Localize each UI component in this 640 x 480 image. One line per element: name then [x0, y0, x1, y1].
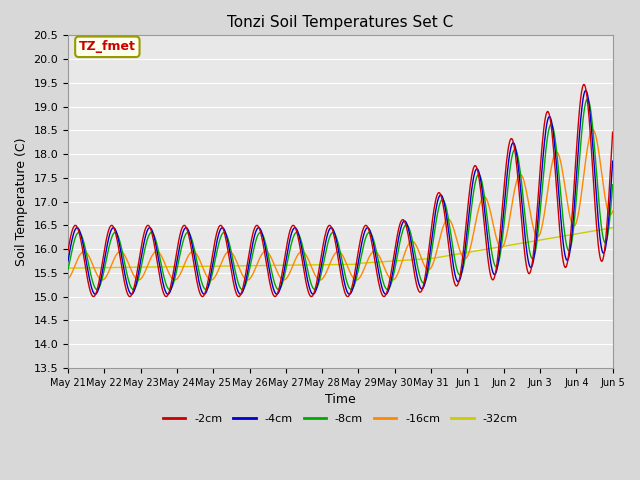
Title: Tonzi Soil Temperatures Set C: Tonzi Soil Temperatures Set C [227, 15, 454, 30]
Legend: -2cm, -4cm, -8cm, -16cm, -32cm: -2cm, -4cm, -8cm, -16cm, -32cm [159, 410, 522, 429]
Y-axis label: Soil Temperature (C): Soil Temperature (C) [15, 137, 28, 266]
X-axis label: Time: Time [325, 393, 356, 406]
Text: TZ_fmet: TZ_fmet [79, 40, 136, 53]
